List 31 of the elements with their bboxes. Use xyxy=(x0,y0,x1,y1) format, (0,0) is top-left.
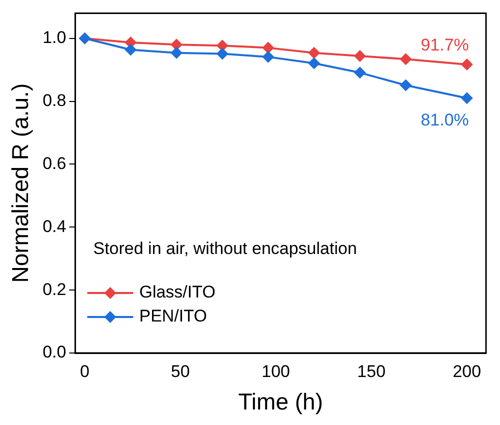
x-axis-title: Time (h) xyxy=(238,388,323,415)
point xyxy=(400,53,412,66)
point xyxy=(124,44,137,56)
x-tick-label: 100 xyxy=(262,362,290,381)
legend-label: Glass/ITO xyxy=(139,282,216,302)
point xyxy=(308,46,320,59)
x-tick-label: 0 xyxy=(80,362,90,381)
point xyxy=(216,48,228,60)
x-tick-label: 200 xyxy=(452,362,482,381)
annotation: 81.0% xyxy=(420,110,469,130)
point xyxy=(460,58,473,70)
point xyxy=(354,66,366,79)
annotation: 91.7% xyxy=(420,36,469,55)
point xyxy=(460,92,473,104)
x-tick-label: 150 xyxy=(357,362,386,381)
y-tick-label: 1.0 xyxy=(42,28,66,48)
annotation: Stored in air, without encapsulation xyxy=(93,238,357,258)
x-tick-label: 50 xyxy=(170,362,190,381)
point xyxy=(400,79,412,92)
legend-label: PEN/ITO xyxy=(139,306,207,326)
y-tick-label: 0.2 xyxy=(42,280,66,299)
y-tick-label: 0.8 xyxy=(42,90,66,110)
point xyxy=(308,57,320,70)
point xyxy=(170,46,182,59)
point xyxy=(262,42,274,54)
y-tick-label: 0.6 xyxy=(42,154,66,173)
y-tick-label: 0.0 xyxy=(42,342,66,362)
y-axis-title: Normalized R (a.u.) xyxy=(7,83,34,283)
point xyxy=(262,50,274,63)
y-tick-label: 0.4 xyxy=(42,216,66,236)
point xyxy=(354,50,366,62)
